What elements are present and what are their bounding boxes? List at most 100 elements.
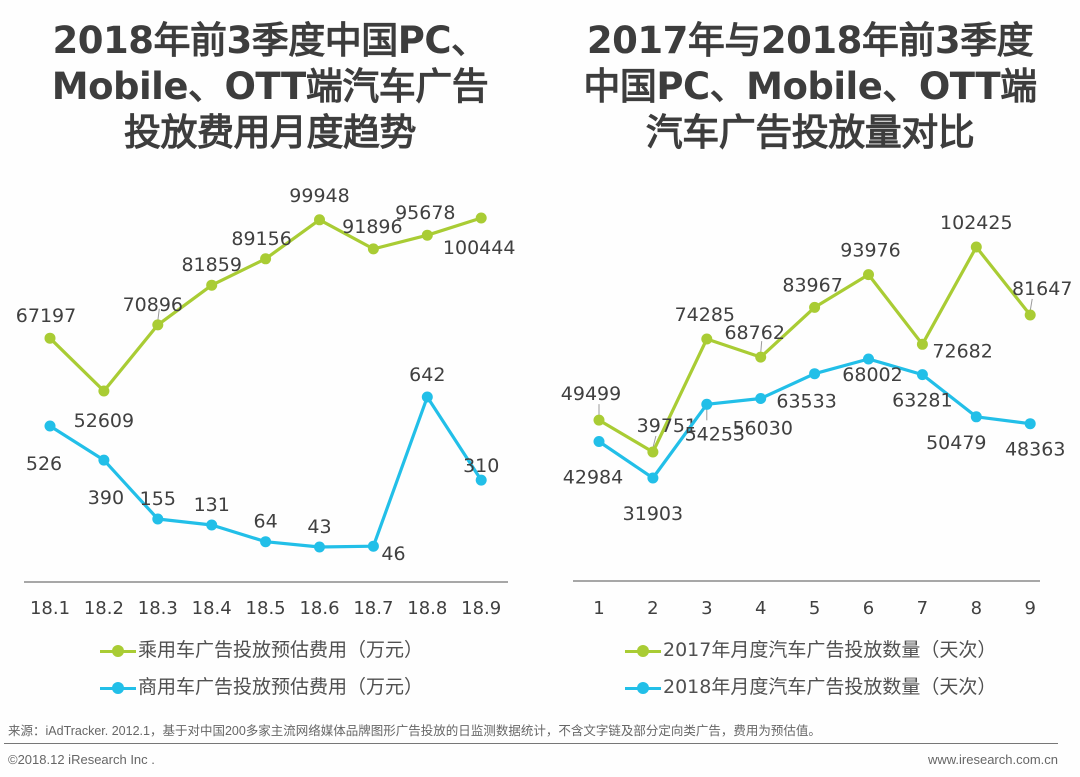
data-label-leader-line <box>760 341 763 354</box>
left-series-1-data-label: 91896 <box>342 216 402 238</box>
right-series-2-point <box>701 398 713 410</box>
left-x-tick-label: 18.3 <box>138 598 178 619</box>
right-series-2-data-label: 42984 <box>563 467 623 489</box>
left-x-tick-label: 18.1 <box>30 598 70 619</box>
right-series-1-data-label: 83967 <box>782 274 842 296</box>
left-series-1-data-label: 52609 <box>74 410 134 432</box>
legend-label: 乘用车广告投放预估费用（万元） <box>138 639 424 661</box>
right-series-1-point <box>647 446 659 458</box>
right-series-1-point <box>1024 309 1036 321</box>
legend-item-2018[interactable]: 2018年月度汽车广告投放数量（天次） <box>625 669 996 706</box>
left-series-1-point <box>314 214 325 226</box>
left-x-tick-label: 18.9 <box>461 598 501 619</box>
left-series-2-data-label: 43 <box>307 516 331 538</box>
left-series-2-data-label: 46 <box>381 543 405 565</box>
right-series-2-point <box>1024 418 1036 430</box>
right-series-1-point <box>755 351 767 363</box>
legend-line-marker-icon <box>100 641 136 661</box>
right-x-tick-label: 5 <box>809 598 820 619</box>
left-series-2-point <box>367 540 379 552</box>
left-series-2-data-label: 310 <box>463 455 499 477</box>
left-series-1-point <box>152 319 164 331</box>
left-chart-title: 2018年前3季度中国PC、 Mobile、OTT端汽车广告 投放费用月度趋势 <box>0 18 540 156</box>
right-series-1-point <box>809 301 821 313</box>
right-series-1-point <box>970 241 982 253</box>
right-x-tick-label: 7 <box>917 598 928 619</box>
right-series-2-point <box>916 369 928 381</box>
right-x-tick-label: 8 <box>971 598 982 619</box>
left-series-2-data-label: 64 <box>254 511 278 533</box>
right-series-1-data-label: 81647 <box>1012 278 1072 300</box>
left-series-2-point <box>98 454 110 466</box>
left-title-line-1: 2018年前3季度中国PC、 <box>52 19 489 62</box>
right-series-2-data-label: 63281 <box>892 390 952 412</box>
left-series-1-point <box>206 279 218 291</box>
right-title-line-1: 2017年与2018年前3季度 <box>586 19 1034 62</box>
right-series-1-point <box>916 338 928 350</box>
right-series-1-point <box>701 333 713 345</box>
legend-label: 商用车广告投放预估费用（万元） <box>138 676 424 698</box>
left-series-2-point <box>260 536 272 548</box>
legend-label: 2018年月度汽车广告投放数量（天次） <box>663 676 997 698</box>
legend-label: 2017年月度汽车广告投放数量（天次） <box>663 639 997 661</box>
left-x-tick-label: 18.2 <box>84 598 124 619</box>
left-series-2-data-label: 390 <box>88 487 124 509</box>
footer-divider <box>4 743 1058 744</box>
left-series-1-data-label: 99948 <box>289 185 349 207</box>
right-series-2-point <box>593 436 605 447</box>
right-series-2-data-label: 54253 <box>685 423 745 445</box>
left-series-1-point <box>44 332 56 344</box>
right-series-2-data-label: 56030 <box>732 418 792 440</box>
legend-line-marker-icon <box>625 641 661 661</box>
data-label-leader-line <box>1029 298 1033 312</box>
left-series-2-data-label: 526 <box>26 453 62 475</box>
left-series-1-data-label: 100444 <box>443 237 516 259</box>
right-series-2-point <box>755 393 767 404</box>
left-x-tick-label: 18.8 <box>407 598 447 619</box>
right-x-tick-label: 6 <box>863 598 874 619</box>
left-series-1-data-label: 95678 <box>395 202 455 224</box>
left-series-1-point <box>260 253 272 265</box>
left-x-tick-label: 18.7 <box>353 598 393 619</box>
right-series-2-data-label: 68002 <box>842 364 902 386</box>
right-series-1-data-label: 93976 <box>840 240 900 262</box>
right-series-1-data-label: 68762 <box>724 322 784 344</box>
left-series-1-data-label: 81859 <box>181 254 241 276</box>
left-x-tick-label: 18.6 <box>299 598 339 619</box>
left-series-1-point <box>367 243 379 255</box>
right-series-1-point <box>863 269 874 281</box>
legend-item-commercial[interactable]: 商用车广告投放预估费用（万元） <box>100 669 423 706</box>
right-series-1-data-label: 49499 <box>561 383 621 405</box>
right-series-2-data-label: 48363 <box>1005 439 1065 461</box>
right-x-tick-label: 1 <box>593 598 604 619</box>
right-series-2-point <box>647 472 659 484</box>
data-label-leader-line <box>157 308 160 321</box>
footer-source-note: 来源：iAdTracker. 2012.1，基于对中国200多家主流网络媒体品牌… <box>8 724 821 738</box>
right-series-1-data-label: 39751 <box>637 415 697 437</box>
left-title-line-3: 投放费用月度趋势 <box>124 111 417 154</box>
legend-item-passenger[interactable]: 乘用车广告投放预估费用（万元） <box>100 632 423 669</box>
right-chart-legend: 2017年月度汽车广告投放数量（天次） 2018年月度汽车广告投放数量（天次） <box>625 632 996 706</box>
legend-line-marker-icon <box>625 678 661 698</box>
right-x-tick-label: 9 <box>1024 598 1035 619</box>
left-x-tick-label: 18.5 <box>246 598 286 619</box>
legend-line-marker-icon <box>100 678 136 698</box>
left-series-1-point <box>98 385 110 397</box>
left-series-1-point <box>421 229 433 241</box>
footer-website-link[interactable]: www.iresearch.com.cn <box>927 752 1058 767</box>
left-series-2-data-label: 131 <box>194 494 230 516</box>
right-series-1-point <box>593 414 605 426</box>
left-series-2-data-label: 155 <box>140 488 176 510</box>
right-series-2-data-label: 63533 <box>776 391 836 413</box>
left-series-2-point <box>206 519 218 531</box>
legend-item-2017[interactable]: 2017年月度汽车广告投放数量（天次） <box>625 632 996 669</box>
right-x-tick-label: 3 <box>701 598 712 619</box>
right-series-2-data-label: 50479 <box>926 432 986 454</box>
right-series-1-data-label: 102425 <box>940 212 1013 234</box>
right-title-line-3: 汽车广告投放量对比 <box>645 111 975 154</box>
right-series-2-point <box>863 353 874 365</box>
left-series-1-point <box>475 212 487 224</box>
left-series-2-point <box>152 513 164 525</box>
left-series-2-data-label: 642 <box>409 364 445 386</box>
left-series-2-point <box>44 420 56 432</box>
